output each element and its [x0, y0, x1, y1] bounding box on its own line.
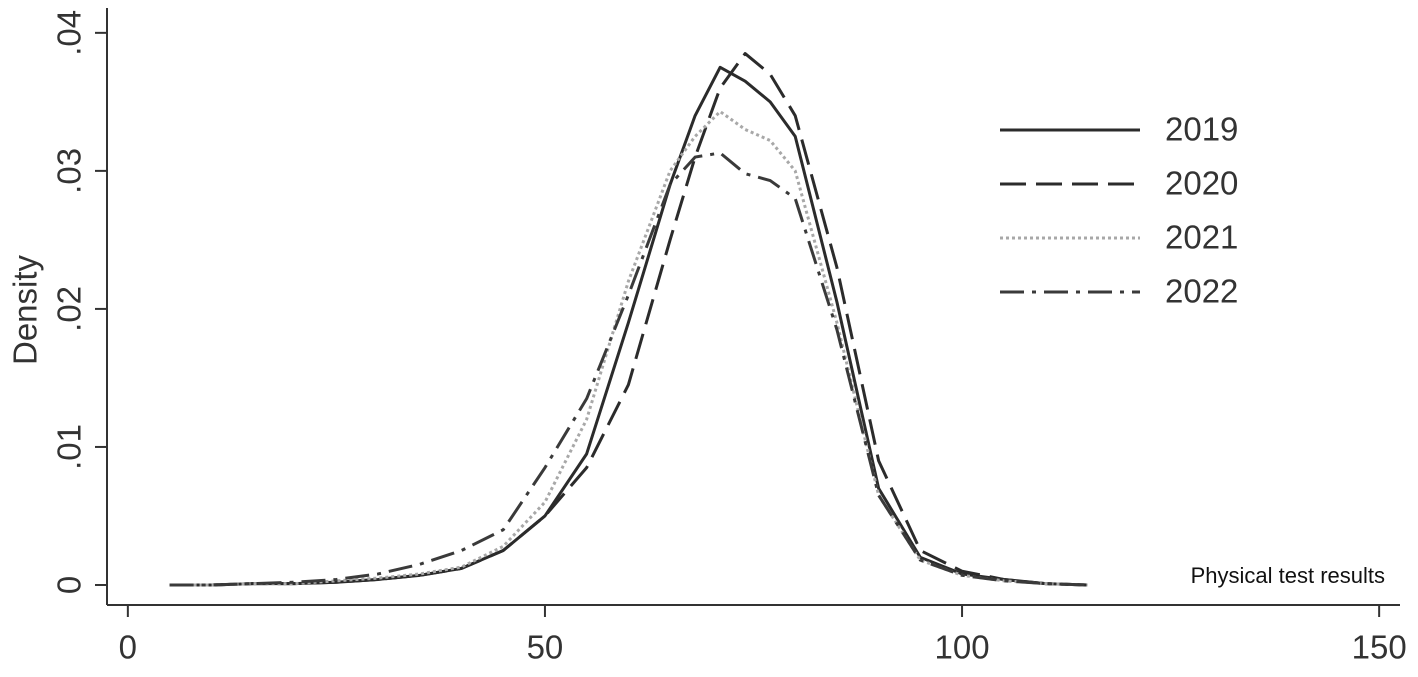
x-tick-label: 150: [1352, 629, 1407, 666]
y-tick-label: .02: [51, 286, 88, 332]
legend-label: 2022: [1165, 273, 1238, 310]
annotation: Physical test results: [1191, 563, 1385, 588]
x-tick-label: 0: [119, 629, 137, 666]
y-tick-label: .04: [51, 10, 88, 56]
legend-label: 2020: [1165, 165, 1238, 202]
y-axis-label: Density: [7, 254, 44, 365]
series-line: [169, 151, 1088, 587]
x-tick-label: 50: [527, 629, 564, 666]
legend-label: 2021: [1165, 219, 1238, 256]
x-tick-label: 100: [935, 629, 990, 666]
legend-label: 2019: [1165, 111, 1238, 148]
y-tick-label: .03: [51, 148, 88, 194]
y-tick-label: .01: [51, 424, 88, 470]
series-line: [169, 52, 1088, 587]
y-tick-label: 0: [51, 576, 88, 594]
